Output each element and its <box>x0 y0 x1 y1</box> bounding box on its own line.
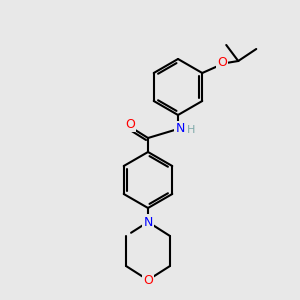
Text: O: O <box>125 118 135 130</box>
Text: H: H <box>187 125 195 135</box>
Text: O: O <box>143 274 153 286</box>
Text: O: O <box>217 56 227 68</box>
Text: N: N <box>175 122 185 136</box>
Text: N: N <box>143 215 153 229</box>
